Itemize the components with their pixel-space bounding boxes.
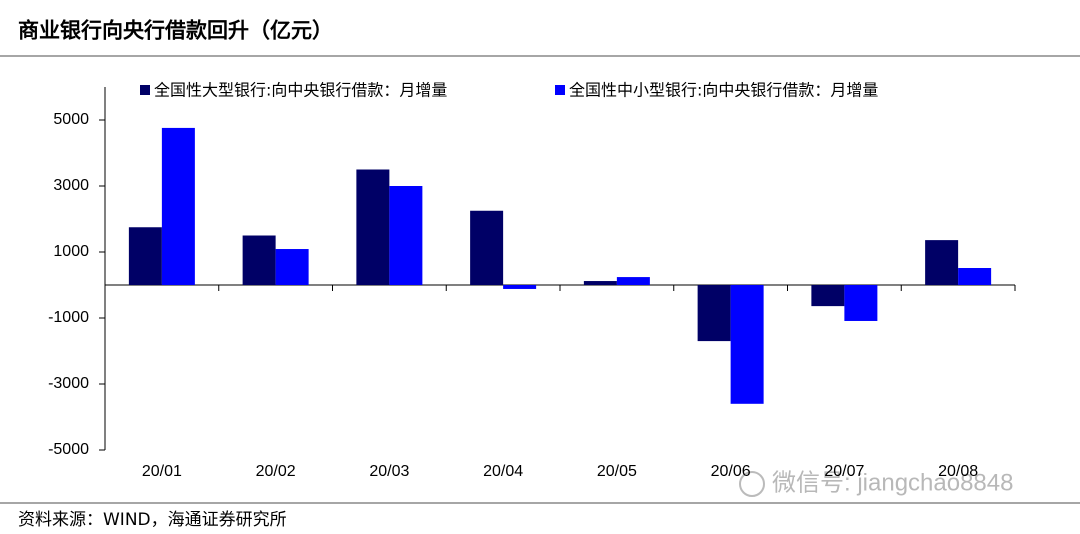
x-tick-label: 20/01	[142, 463, 182, 480]
x-tick-label: 20/06	[711, 463, 751, 480]
x-tick-label: 20/04	[483, 463, 523, 480]
legend-swatch	[140, 85, 150, 95]
y-tick-label: -3000	[48, 375, 89, 392]
bar	[161, 127, 195, 285]
bar	[958, 268, 992, 285]
x-tick-label: 20/08	[938, 463, 978, 480]
bar	[697, 285, 731, 342]
bar	[275, 249, 309, 285]
bar	[616, 277, 650, 285]
y-tick-label: 3000	[53, 177, 89, 194]
legend-label: 全国性中小型银行:向中央银行借款：月增量	[569, 81, 878, 100]
bar	[925, 240, 959, 285]
y-tick-label: 5000	[53, 111, 89, 128]
x-tick-label: 20/03	[369, 463, 409, 480]
source-note: 资料来源：WIND，海通证券研究所	[18, 510, 287, 530]
bar	[730, 285, 764, 404]
x-tick-label: 20/02	[256, 463, 296, 480]
watermark: 微信号: jiangchao8848	[739, 469, 1013, 497]
y-tick-label: 1000	[53, 243, 89, 260]
bar	[128, 227, 162, 285]
bar	[583, 281, 617, 285]
bar	[811, 285, 845, 307]
y-tick-label: -1000	[48, 309, 89, 326]
bar	[356, 169, 390, 285]
watermark-icon	[739, 471, 765, 497]
legend-label: 全国性大型银行:向中央银行借款：月增量	[154, 81, 447, 100]
bar	[242, 235, 276, 285]
x-tick-label: 20/05	[597, 463, 637, 480]
bar	[470, 210, 504, 285]
x-tick-label: 20/07	[824, 463, 864, 480]
bar	[389, 186, 423, 285]
bar	[844, 285, 878, 321]
legend-swatch	[555, 85, 565, 95]
y-tick-label: -5000	[48, 441, 89, 458]
chart-title: 商业银行向央行借款回升（亿元）	[18, 18, 333, 43]
watermark-text: 微信号: jiangchao8848	[772, 469, 1013, 496]
bar	[503, 285, 537, 289]
